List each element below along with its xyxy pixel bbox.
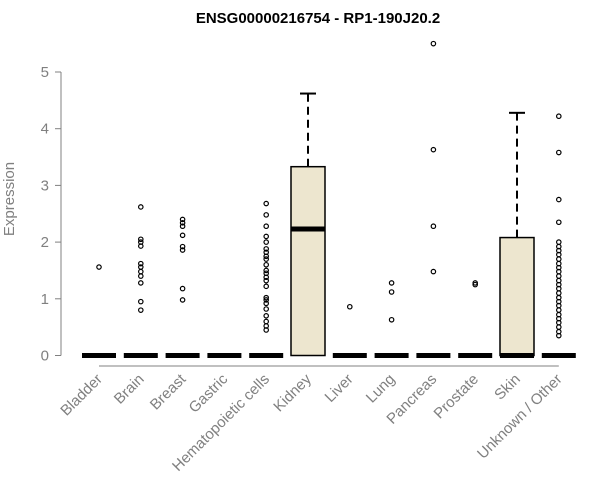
outlier-point xyxy=(263,283,270,290)
outlier-point xyxy=(263,294,270,301)
box-bladder xyxy=(82,264,116,358)
outlier-point xyxy=(263,277,270,284)
outlier-point xyxy=(555,324,562,330)
outlier-point xyxy=(555,273,562,279)
box-breast xyxy=(165,216,200,358)
box-pancreas xyxy=(416,40,451,358)
outlier-point xyxy=(555,290,562,296)
chart-title: ENSG00000216754 - RP1-190J20.2 xyxy=(196,10,440,27)
y-tick-label: 4 xyxy=(41,121,49,138)
box-kidney xyxy=(290,92,326,357)
outlier-point xyxy=(138,239,144,245)
outlier-point xyxy=(430,40,437,47)
box-liver xyxy=(332,303,367,358)
outlier-point xyxy=(138,204,144,210)
y-tick-label: 1 xyxy=(41,291,49,308)
outlier-point xyxy=(555,219,562,226)
outlier-point xyxy=(263,270,270,277)
outlier-point xyxy=(263,256,270,262)
x-tick-label: Prostate xyxy=(430,371,482,423)
outlier-point xyxy=(179,243,186,250)
outlier-point xyxy=(263,249,270,256)
box-rect xyxy=(290,165,326,357)
outlier-point xyxy=(555,113,562,120)
outlier-point xyxy=(179,220,186,226)
x-tick-label: Kidney xyxy=(270,370,315,415)
outlier-point xyxy=(179,297,186,303)
box-unknown-other xyxy=(541,113,576,358)
outlier-point xyxy=(388,289,395,295)
box-hematopoietic-cells xyxy=(249,200,284,358)
outlier-point xyxy=(96,264,102,270)
x-tick-label: Liver xyxy=(322,371,357,406)
outlier-point xyxy=(430,223,437,230)
outlier-point xyxy=(346,303,353,310)
outlier-point xyxy=(138,280,144,286)
y-axis-title: Expression xyxy=(1,162,18,236)
outlier-point xyxy=(388,316,395,323)
outlier-point xyxy=(179,247,186,253)
outlier-point xyxy=(263,261,270,268)
outlier-point xyxy=(138,268,144,275)
y-tick-label: 5 xyxy=(41,64,49,81)
outlier-point xyxy=(179,216,186,223)
outlier-point xyxy=(388,280,395,286)
outlier-point xyxy=(555,196,562,203)
outlier-point xyxy=(138,260,144,267)
outlier-point xyxy=(263,223,270,230)
outlier-point xyxy=(263,300,270,307)
x-tick-label: Skin xyxy=(491,371,524,404)
outlier-point xyxy=(263,200,270,207)
outlier-point xyxy=(263,246,270,252)
outlier-point xyxy=(263,239,270,245)
axes: 0 1 2 3 4 5 xyxy=(41,64,559,367)
y-tick-label: 2 xyxy=(41,234,49,251)
outlier-point xyxy=(555,307,562,313)
outlier-point xyxy=(179,285,186,292)
box-group xyxy=(82,40,576,358)
box-skin xyxy=(499,111,535,358)
outlier-point xyxy=(179,232,186,239)
outlier-point xyxy=(138,236,144,243)
x-tick-label: Bladder xyxy=(57,371,106,420)
outlier-point xyxy=(263,313,270,319)
box-prostate xyxy=(458,280,493,358)
outlier-point xyxy=(263,318,270,325)
box-brain xyxy=(123,204,158,358)
outlier-point xyxy=(263,306,270,312)
outlier-point xyxy=(555,239,562,245)
outlier-point xyxy=(179,223,186,230)
y-tick-label: 3 xyxy=(41,177,49,194)
outlier-point xyxy=(263,297,270,303)
outlier-point xyxy=(555,149,562,156)
x-tick-label: Breast xyxy=(147,370,190,413)
outlier-point xyxy=(430,146,437,153)
outlier-point xyxy=(472,280,479,286)
box-lung xyxy=(374,280,409,358)
outlier-point xyxy=(430,268,437,275)
box-rect xyxy=(499,236,535,357)
outlier-point xyxy=(138,264,144,270)
outlier-point xyxy=(263,267,270,274)
x-tick-label: Lung xyxy=(363,371,399,407)
outlier-point xyxy=(138,273,144,279)
outlier-point xyxy=(263,233,270,240)
outlier-point xyxy=(138,307,144,313)
outlier-point xyxy=(555,256,562,262)
x-tick-label: Brain xyxy=(111,371,148,408)
y-tick-label: 0 xyxy=(41,348,49,365)
outlier-point xyxy=(138,298,144,305)
outlier-point xyxy=(263,212,270,218)
